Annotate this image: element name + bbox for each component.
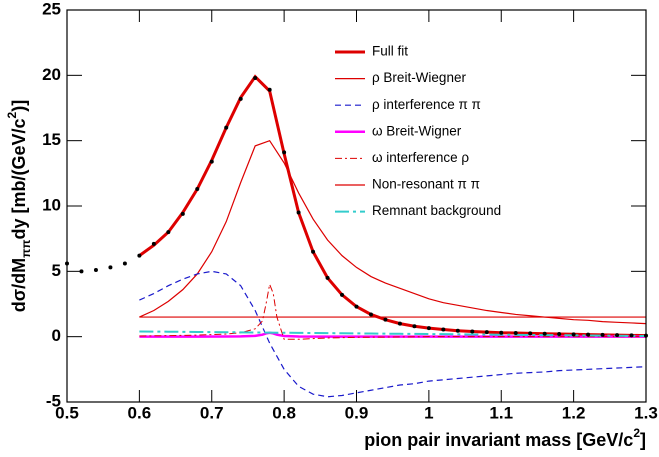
legend-label: Full fit xyxy=(372,44,408,59)
data-point xyxy=(267,87,272,92)
data-point xyxy=(311,249,316,254)
data-point xyxy=(383,317,388,322)
label-part: dy [mb/(GeV/c xyxy=(9,118,29,239)
y-tick-label: 25 xyxy=(42,0,61,18)
data-point xyxy=(354,304,359,309)
legend-label: Remnant background xyxy=(372,203,501,218)
data-point xyxy=(571,332,576,337)
legend-label: ω interference ρ xyxy=(372,150,469,165)
x-tick-label: 0.6 xyxy=(128,403,152,422)
label-part: 2 xyxy=(5,111,19,118)
label-part: )] xyxy=(9,100,29,112)
data-point xyxy=(557,332,562,337)
x-tick-label: 1 xyxy=(424,403,433,422)
data-point xyxy=(93,268,98,273)
data-point xyxy=(325,275,330,280)
data-point xyxy=(238,96,243,101)
label-part: ] xyxy=(640,430,646,450)
data-point xyxy=(151,241,156,246)
x-tick-label: 0.7 xyxy=(200,403,224,422)
data-point xyxy=(528,331,533,336)
x-axis-label: pion pair invariant mass [GeV/c2] xyxy=(364,426,646,450)
data-point xyxy=(615,333,620,338)
x-tick-label: 1.3 xyxy=(634,403,658,422)
data-point xyxy=(180,211,185,216)
y-tick-label: 5 xyxy=(52,261,61,280)
data-point xyxy=(209,159,214,164)
x-tick-label: 1.2 xyxy=(562,403,586,422)
legend-label: ρ interference π π xyxy=(372,97,481,112)
plot-frame xyxy=(66,9,647,403)
data-point xyxy=(195,187,200,192)
series-line xyxy=(139,282,646,340)
data-point xyxy=(122,261,127,266)
series-line xyxy=(139,270,647,398)
data-point xyxy=(166,230,171,235)
y-axis-label: dσ/dMππdy [mb/(GeV/c2)] xyxy=(5,100,33,312)
label-part: ππ xyxy=(19,240,33,258)
label-part: dσ/dM xyxy=(9,258,29,312)
y-tick-label: 10 xyxy=(42,195,61,214)
series-line xyxy=(138,74,647,338)
y-tick-label: 0 xyxy=(52,326,61,345)
label-part: 2 xyxy=(633,426,640,440)
y-tick-label: -5 xyxy=(46,391,61,410)
data-point xyxy=(224,125,229,130)
x-tick-label: 0.8 xyxy=(272,403,296,422)
data-point xyxy=(470,329,475,334)
data-point xyxy=(412,324,417,329)
data-point xyxy=(455,328,460,333)
x-tick-label: 0.5 xyxy=(55,403,79,422)
x-tick-label: 0.9 xyxy=(345,403,369,422)
data-point xyxy=(368,312,373,317)
data-point xyxy=(340,292,345,297)
data-point xyxy=(296,210,301,215)
x-tick-label: 1.1 xyxy=(489,403,513,422)
data-point xyxy=(586,332,591,337)
series-line xyxy=(139,330,647,338)
data-point xyxy=(137,253,142,258)
legend-label: ω Breit-Wigner xyxy=(372,123,462,138)
series-line xyxy=(139,139,647,325)
legend-label: Non-resonant π π xyxy=(372,177,480,192)
data-point xyxy=(499,330,504,335)
data-point xyxy=(426,326,431,331)
data-point xyxy=(542,331,547,336)
data-point xyxy=(600,332,605,337)
data-point xyxy=(108,265,113,270)
data-point xyxy=(253,75,258,80)
y-tick-label: 20 xyxy=(42,65,61,84)
data-point xyxy=(79,269,84,274)
data-point xyxy=(282,150,287,155)
data-point xyxy=(629,333,634,338)
data-point xyxy=(484,330,489,335)
legend-label: ρ Breit-Wiegner xyxy=(372,70,466,85)
data-point xyxy=(397,321,402,326)
data-point xyxy=(441,327,446,332)
data-point xyxy=(513,331,518,336)
y-tick-label: 15 xyxy=(42,130,61,149)
label-part: pion pair invariant mass [GeV/c xyxy=(364,430,633,450)
